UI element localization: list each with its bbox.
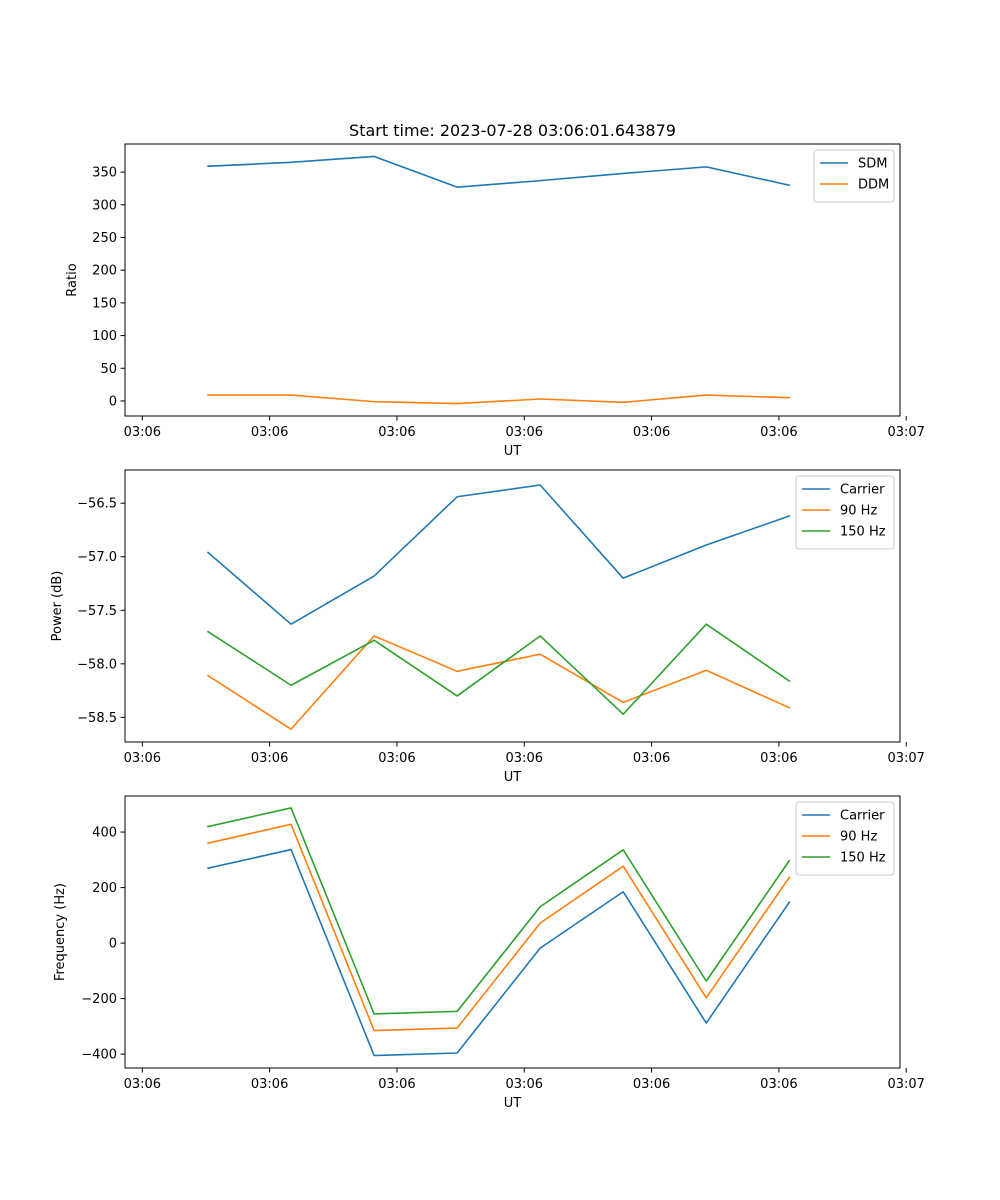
y-tick-label: 300 [92,198,117,213]
x-tick-label: 03:06 [633,751,670,766]
x-tick-label: 03:06 [506,425,543,440]
plot-frame [124,469,901,743]
plot-frame [124,795,901,1069]
chart-title: Start time: 2023-07-28 03:06:01.643879 [349,121,676,140]
legend-label: SDM [858,157,887,172]
x-tick-label: 03:07 [887,1077,924,1092]
plot-frame [124,143,901,417]
series-line-150-hz [207,807,791,1015]
y-tick-label: −57.0 [77,550,117,565]
y-tick-label: −58.0 [77,657,117,672]
y-tick-label: 150 [92,296,117,311]
x-axis-label: UT [504,444,522,459]
y-tick-label: 400 [92,826,117,841]
y-tick-label: 350 [92,166,117,181]
x-axis-label: UT [504,770,522,785]
chart-panel-3: 03:06 03:06 03:06 03:06 03:06 03:06 03:07 −400 −… [53,795,925,1111]
x-tick-label: 03:06 [378,425,415,440]
legend-label: Carrier [840,483,885,498]
y-tick-label: −56.5 [77,497,117,512]
y-tick-label: 0 [109,937,117,952]
y-tick-label: −400 [81,1048,117,1063]
legend: Carrier 90 Hz 150 Hz [795,475,895,550]
x-tick-label: 03:06 [760,1077,797,1092]
x-tick-label: 03:06 [124,1077,161,1092]
series-line-90-hz [206,635,791,730]
legend-label: DDM [858,178,889,193]
x-tick-label: 03:06 [506,1077,543,1092]
y-tick-label: 50 [100,362,117,377]
x-tick-label: 03:06 [124,425,161,440]
legend-label: 150 Hz [840,525,886,540]
y-tick-label: 200 [92,881,117,896]
series-line-sdm [207,155,791,188]
y-tick-label: 200 [92,264,117,279]
legend: Carrier 90 Hz 150 Hz [795,801,895,876]
series-line-carrier [207,848,791,1057]
x-tick-label: 03:06 [633,1077,670,1092]
x-tick-label: 03:06 [633,425,670,440]
legend-label: Carrier [840,809,885,824]
x-tick-label: 03:06 [506,751,543,766]
y-tick-label: 100 [92,329,117,344]
legend-label: 150 Hz [840,851,886,866]
x-tick-label: 03:06 [251,425,288,440]
x-tick-label: 03:07 [887,751,924,766]
y-axis-label: Power (dB) [50,571,65,642]
x-tick-label: 03:06 [378,751,415,766]
series-line-150-hz [206,623,791,715]
x-tick-label: 03:06 [760,425,797,440]
x-tick-label: 03:06 [251,751,288,766]
x-tick-label: 03:07 [887,425,924,440]
legend: SDM DDM [813,149,895,203]
y-tick-label: 250 [92,231,117,246]
x-axis-label: UT [504,1096,522,1111]
y-tick-label: −57.5 [77,604,117,619]
x-tick-label: 03:06 [378,1077,415,1092]
series-line-90-hz [207,823,791,1032]
y-tick-label: 0 [109,394,117,409]
series-line-carrier [206,484,791,626]
x-tick-label: 03:06 [760,751,797,766]
legend-label: 90 Hz [840,830,877,845]
chart-panel-2: 03:06 03:06 03:06 03:06 03:06 03:06 03:07 −58.5… [50,469,925,785]
x-tick-label: 03:06 [251,1077,288,1092]
y-axis-label: Frequency (Hz) [53,883,68,981]
y-tick-label: −200 [81,992,117,1007]
chart-panel-1: Start time: 2023-07-28 03:06:01.64387903… [65,121,925,459]
y-axis-label: Ratio [65,263,80,296]
y-tick-label: −58.5 [77,711,117,726]
legend-label: 90 Hz [840,504,877,519]
x-tick-label: 03:06 [124,751,161,766]
series-line-ddm [207,394,791,405]
